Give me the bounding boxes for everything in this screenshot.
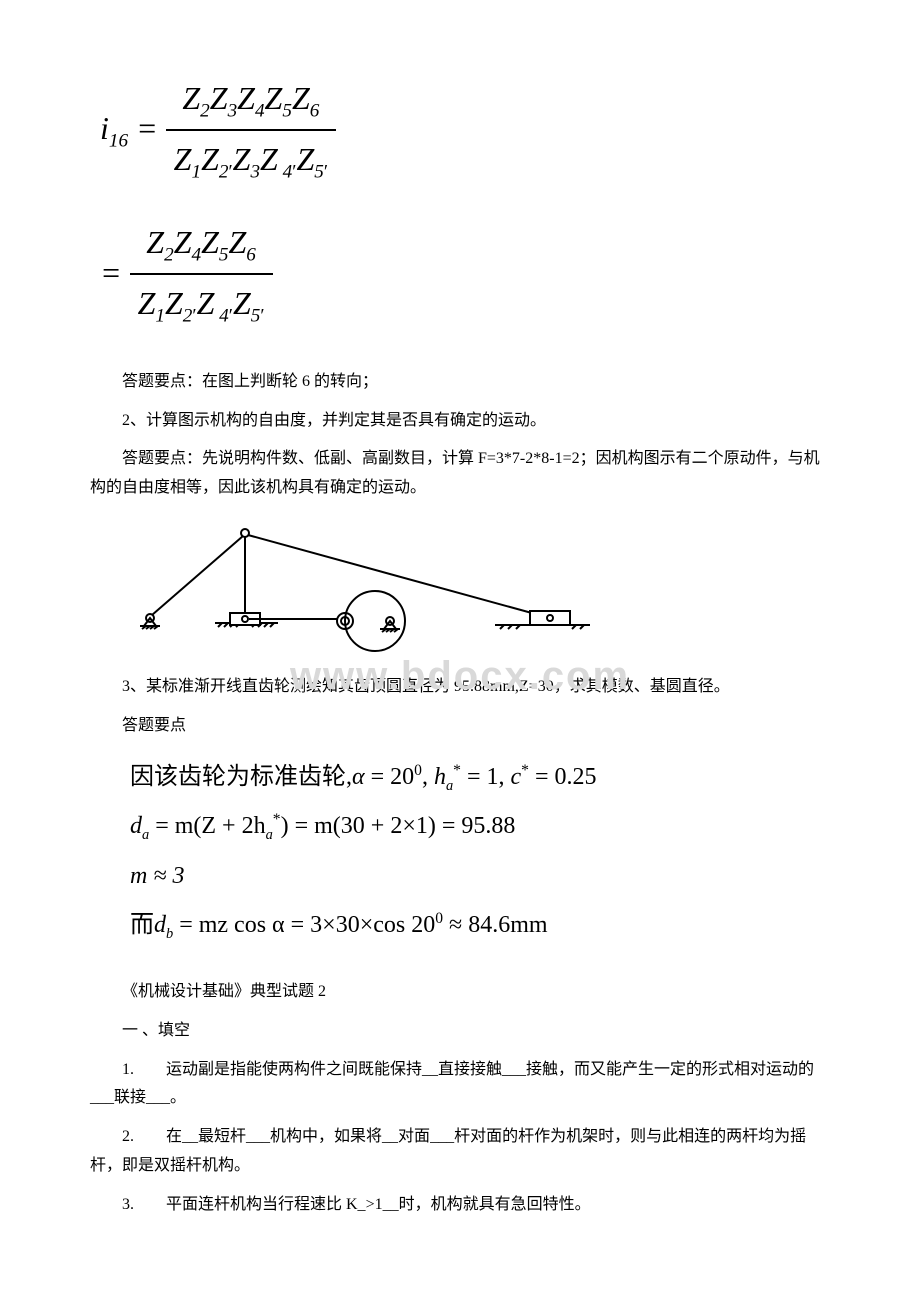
formula-fraction-1: Z2Z3Z4Z5Z6 Z1Z2′Z3Z 4′Z5′ — [166, 70, 336, 194]
fill1-pre: 1. 运动副是指能使两构件之间既能保持__ — [122, 1061, 438, 1078]
mechanism-svg — [130, 523, 600, 653]
formula-den-1: Z1Z2′Z3Z 4′Z5′ — [166, 131, 336, 194]
formula-eq: = — [100, 254, 130, 290]
math-l1-alpha: α — [352, 764, 365, 790]
fill2-mid: ___机构中，如果将__ — [246, 1128, 398, 1145]
mechanism-diagram — [130, 523, 790, 653]
fill1-post: ___。 — [146, 1089, 186, 1106]
fill3-pre: 3. 平面连杆机构当行程速比 K_ — [122, 1196, 366, 1213]
fill-question-2: 2. 在__最短杆___机构中，如果将__对面___杆对面的杆作为机架时，则与此… — [90, 1123, 830, 1181]
answer-hint-3: 答题要点 — [90, 712, 830, 741]
math-l1-ha: h — [434, 764, 446, 790]
math-l1-sep1: , — [422, 764, 434, 790]
answer-hint-1: 答题要点：在图上判断轮 6 的转向； — [90, 368, 830, 397]
formula-den-2: Z1Z2′Z 4′Z5′ — [130, 275, 273, 338]
math-l4-end: ≈ 84.6mm — [443, 912, 548, 938]
fill1-answer-b: 联接 — [114, 1089, 146, 1106]
question-2: 2、计算图示机构的自由度，并判定其是否具有确定的运动。 — [90, 407, 830, 436]
formula-lhs: i16 = — [100, 110, 166, 146]
math-l1-eq3: = 0.25 — [529, 764, 597, 790]
math-l1-eq2: = 1, — [461, 764, 511, 790]
formula-i16: i16 = Z2Z3Z4Z5Z6 Z1Z2′Z3Z 4′Z5′ — [90, 50, 830, 214]
math-l1-ha-sup: * — [453, 762, 461, 779]
math-line-3: m ≈ 3 — [130, 855, 790, 898]
math-l2-body2: ) = m(30 + 2×1) = 95.88 — [281, 813, 516, 839]
fill2-pre: 2. 在__ — [122, 1128, 198, 1145]
section-fill: 一 、填空 — [90, 1017, 830, 1046]
exam-title-2: 《机械设计基础》典型试题 2 — [90, 978, 830, 1007]
fill2-answer-b: 对面 — [398, 1128, 430, 1145]
fill1-answer-a: 直接接触 — [438, 1061, 502, 1078]
formula-num-2: Z2Z4Z5Z6 — [130, 214, 273, 275]
math-derivation: 因该齿轮为标准齿轮,α = 200, ha* = 1, c* = 0.25 da… — [90, 756, 830, 948]
fill-question-3: 3. 平面连杆机构当行程速比 K_>1__时，机构就具有急回特性。 — [90, 1191, 830, 1220]
math-l2-da: d — [130, 813, 142, 839]
fill2-answer-a: 最短杆 — [198, 1128, 246, 1145]
math-l1-deg: 0 — [414, 762, 422, 779]
math-line-1: 因该齿轮为标准齿轮,α = 200, ha* = 1, c* = 0.25 — [130, 756, 790, 800]
fill-question-1: 1. 运动副是指能使两构件之间既能保持__直接接触___接触，而又能产生一定的形… — [90, 1056, 830, 1114]
math-l1-prefix: 因该齿轮为标准齿轮, — [130, 764, 352, 790]
question-3: 3、某标准渐开线直齿轮测绘知其齿顶圆直径为 95.88mm,Z=30，求其模数、… — [90, 673, 830, 702]
math-l4-deg: 0 — [435, 910, 443, 927]
math-l2-ha-sup: * — [273, 811, 281, 828]
math-l4-pre: 而 — [130, 912, 154, 938]
math-l4-body: = mz cos α = 3×30×cos 20 — [173, 912, 435, 938]
math-l1-c-sup: * — [521, 762, 529, 779]
math-l1-eq1: = 20 — [365, 764, 415, 790]
formula-i16-simplified: = Z2Z4Z5Z6 Z1Z2′Z 4′Z5′ — [90, 214, 830, 358]
fill3-post: __时，机构就具有急回特性。 — [383, 1196, 591, 1213]
formula-num-1: Z2Z3Z4Z5Z6 — [166, 70, 336, 131]
answer-hint-2: 答题要点：先说明构件数、低副、高副数目，计算 F=3*7-2*8-1=2；因机构… — [90, 445, 830, 503]
math-l1-c: c — [511, 764, 522, 790]
fill3-answer-a: >1 — [366, 1196, 383, 1213]
formula-fraction-2: Z2Z4Z5Z6 Z1Z2′Z 4′Z5′ — [130, 214, 273, 338]
math-l2-body: = m(Z + 2h — [149, 813, 265, 839]
math-l2-ha-sub: a — [266, 827, 273, 843]
math-line-2: da = m(Z + 2ha*) = m(30 + 2×1) = 95.88 — [130, 805, 790, 849]
math-line-4: 而db = mz cos α = 3×30×cos 200 ≈ 84.6mm — [130, 904, 790, 948]
math-l1-ha-sub: a — [446, 777, 453, 793]
math-l4-db: d — [154, 912, 166, 938]
